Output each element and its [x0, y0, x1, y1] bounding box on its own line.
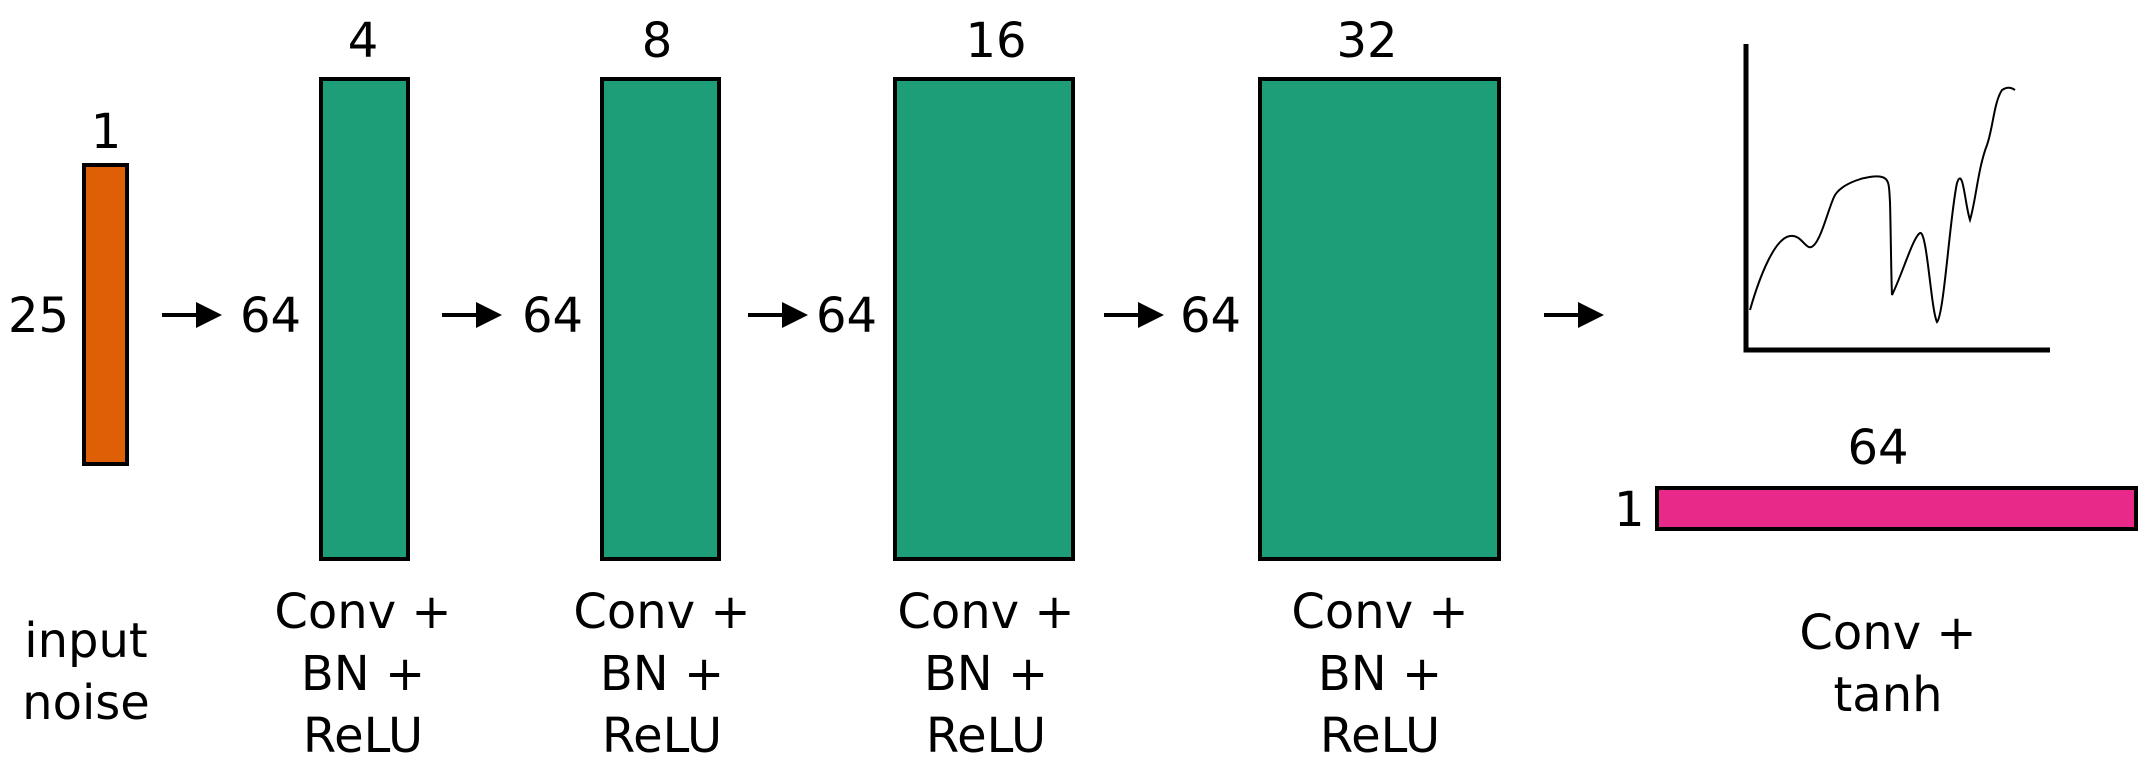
layer-1-caption-line-1: Conv + [274, 584, 452, 640]
layer-1-length-label: 64 [240, 288, 302, 344]
layer-3-caption-line-1: Conv + [897, 584, 1075, 640]
right-arrow-icon [1544, 302, 1604, 328]
input-caption-line-2: noise [22, 675, 150, 731]
output-length-label: 64 [1847, 420, 1909, 476]
plot-waveform [1749, 86, 2016, 324]
layer-3-caption: Conv + BN + ReLU [897, 581, 1074, 767]
layer-4-block [1258, 77, 1501, 561]
input-noise-block [82, 163, 129, 466]
right-arrow-icon [1104, 302, 1164, 328]
input-height-label: 25 [8, 288, 70, 344]
layer-2-caption-line-3: ReLU [601, 708, 723, 764]
waveform-plot-icon [1743, 44, 2050, 353]
output-caption-line-1: Conv + [1799, 605, 1977, 661]
layer-2-caption-line-2: BN + [599, 646, 725, 702]
input-caption-line-1: input [24, 613, 148, 669]
output-caption: Conv + tanh [1799, 602, 1976, 726]
right-arrow-icon [162, 302, 222, 328]
layer-4-caption-line-2: BN + [1317, 646, 1443, 702]
layer-1-caption-line-3: ReLU [302, 708, 424, 764]
right-arrow-icon [442, 302, 502, 328]
input-width-label: 1 [90, 104, 122, 160]
layer-2-channels-label: 8 [641, 13, 673, 69]
layer-1-channels-label: 4 [347, 13, 379, 69]
layer-4-length-label: 64 [1180, 288, 1242, 344]
layer-2-caption-line-1: Conv + [573, 584, 751, 640]
layer-1-caption: Conv + BN + ReLU [274, 581, 451, 767]
layer-1-caption-line-2: BN + [300, 646, 426, 702]
plot-axes [1743, 44, 2050, 353]
output-caption-line-2: tanh [1833, 667, 1943, 723]
layer-2-block [600, 77, 721, 561]
layer-4-caption: Conv + BN + ReLU [1291, 581, 1468, 767]
output-block [1655, 486, 2138, 531]
output-channels-label: 1 [1614, 482, 1645, 538]
layer-2-length-label: 64 [522, 288, 584, 344]
right-arrow-icon [748, 302, 808, 328]
layer-4-caption-line-1: Conv + [1291, 584, 1469, 640]
layer-4-caption-line-3: ReLU [1319, 708, 1441, 764]
layer-1-block [319, 77, 410, 561]
layer-3-length-label: 64 [816, 288, 878, 344]
layer-4-channels-label: 32 [1336, 13, 1398, 69]
layer-2-caption: Conv + BN + ReLU [573, 581, 750, 767]
input-caption: input noise [22, 610, 150, 734]
layer-3-block [893, 77, 1075, 561]
layer-3-caption-line-3: ReLU [925, 708, 1047, 764]
layer-3-caption-line-2: BN + [923, 646, 1049, 702]
layer-3-channels-label: 16 [965, 13, 1027, 69]
